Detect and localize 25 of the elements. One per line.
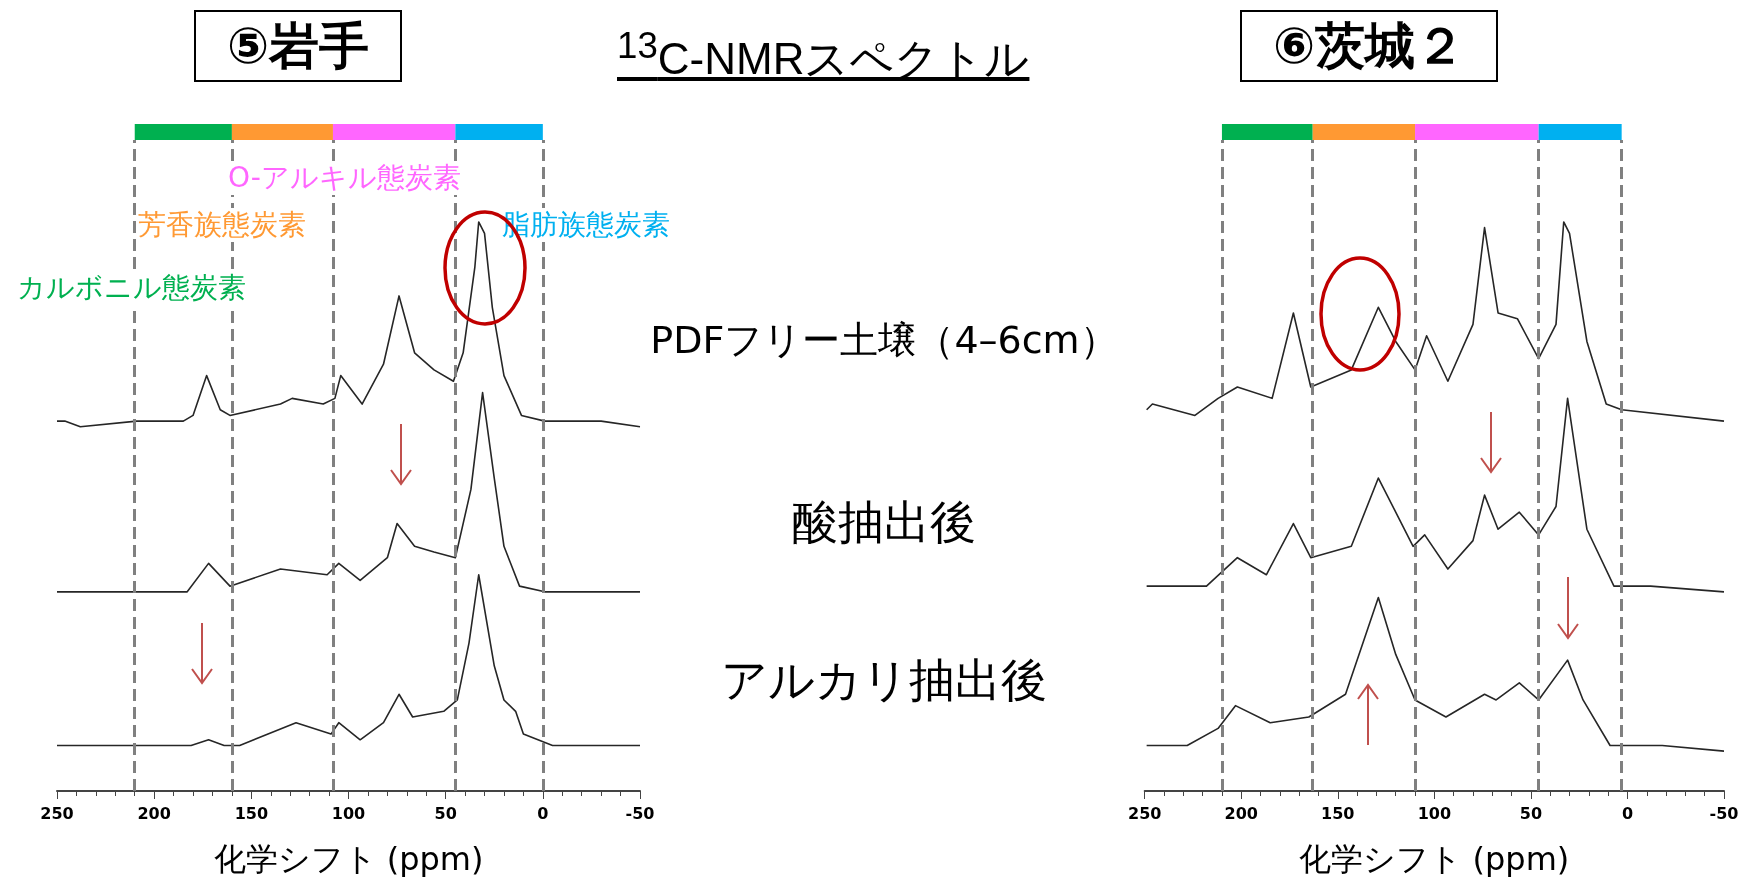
chart-title: ⑥茨城２ xyxy=(1273,17,1466,75)
series-label: PDFフリー土壌（4–6cm） xyxy=(649,317,1119,364)
x-tick-label: 0 xyxy=(537,803,549,823)
annotation: 芳香族態炭素 xyxy=(138,208,306,242)
x-tick-label: 150 xyxy=(1321,803,1355,823)
x-tick-label: 100 xyxy=(331,803,366,823)
x-tick-label: -50 xyxy=(625,803,655,823)
x-tick-label: 50 xyxy=(1519,803,1543,823)
x-axis-title: 化学シフト (ppm) xyxy=(1299,840,1570,878)
series-label: アルカリ抽出後 xyxy=(720,652,1048,709)
x-tick-label: 50 xyxy=(434,803,457,823)
annotation: カルボニル態炭素 xyxy=(17,271,246,305)
x-tick-label: 150 xyxy=(234,803,269,823)
text: O-アルキル態炭素 xyxy=(228,161,461,195)
x-tick-label: 250 xyxy=(1128,803,1162,823)
x-tick-label: 0 xyxy=(1621,803,1634,823)
text: $^{13}$C-NMRスペクトル xyxy=(617,24,1030,86)
x-tick-label: 250 xyxy=(40,803,74,823)
x-tick-label: 100 xyxy=(1417,803,1452,823)
x-tick-label: 200 xyxy=(137,803,171,823)
x-axis-title: 化学シフト (ppm) xyxy=(213,840,484,878)
chart-title: ⑤岩手 xyxy=(227,17,370,75)
x-tick-label: 200 xyxy=(1224,803,1258,823)
x-tick-label: -50 xyxy=(1709,803,1739,823)
text: 酸抽出後 xyxy=(791,494,977,551)
